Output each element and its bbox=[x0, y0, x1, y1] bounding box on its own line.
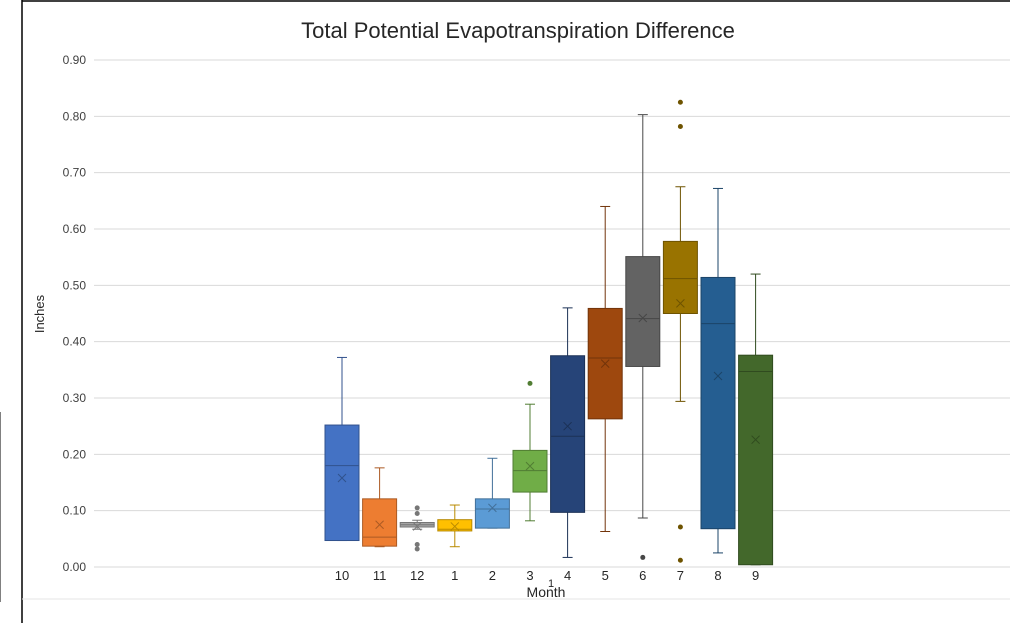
x-tick-label: 6 bbox=[639, 568, 646, 583]
mean-marker bbox=[713, 371, 723, 381]
mean-marker bbox=[525, 461, 535, 471]
y-tick-label: 0.80 bbox=[63, 109, 87, 123]
x-tick-label: 3 bbox=[526, 568, 533, 583]
y-tick-label: 0.20 bbox=[63, 447, 87, 461]
x-tick-label: 8 bbox=[714, 568, 721, 583]
box-month-12 bbox=[399, 505, 435, 552]
mean-marker bbox=[450, 522, 460, 531]
iqr-box bbox=[437, 519, 473, 532]
box-month-4 bbox=[550, 307, 586, 558]
y-tick-label: 0.30 bbox=[63, 391, 87, 405]
box-month-9 bbox=[738, 273, 774, 566]
y-tick-label: 0.10 bbox=[63, 504, 87, 518]
outlier-point bbox=[414, 546, 420, 552]
x-tick-label: 1 bbox=[451, 568, 458, 583]
outlier-point bbox=[414, 541, 420, 547]
iqr-box bbox=[662, 240, 698, 314]
y-tick-label: 0.60 bbox=[63, 222, 87, 236]
y-axis-ticks: 0.00 0.10 0.20 0.30 0.40 0.50 0.60 0.70 0.80 0.90 bbox=[63, 53, 87, 574]
outlier-point bbox=[677, 123, 683, 129]
mean-marker bbox=[412, 522, 422, 531]
box-month-8 bbox=[700, 187, 736, 554]
iqr-box bbox=[625, 256, 661, 367]
x-tick-label: 5 bbox=[602, 568, 609, 583]
x-axis-ticks: 10 11 12 1 2 3 4 5 6 7 8 9 bbox=[335, 568, 759, 583]
y-tick-label: 0.50 bbox=[63, 278, 87, 292]
boxes bbox=[324, 99, 774, 566]
box-month-3 bbox=[512, 380, 548, 522]
x-axis-label: Month bbox=[527, 584, 566, 600]
mean-marker bbox=[638, 313, 648, 323]
x-tick-label: 11 bbox=[373, 568, 387, 583]
box-month-10 bbox=[324, 356, 360, 542]
outlier-point bbox=[677, 524, 683, 530]
box-month-7 bbox=[662, 99, 698, 563]
x-tick-label: 10 bbox=[335, 568, 349, 583]
y-tick-label: 0.90 bbox=[63, 53, 87, 67]
x-center-label: 1 bbox=[548, 578, 554, 590]
mean-marker bbox=[375, 520, 384, 530]
outlier-point bbox=[640, 554, 646, 560]
box-month-5 bbox=[587, 205, 623, 533]
mean-marker bbox=[600, 359, 610, 368]
mean-marker bbox=[488, 503, 497, 513]
iqr-box bbox=[738, 354, 774, 566]
y-tick-label: 0.70 bbox=[63, 166, 87, 180]
iqr-box bbox=[474, 498, 510, 529]
iqr-box bbox=[362, 498, 398, 547]
iqr-box bbox=[512, 449, 548, 493]
box-month-2 bbox=[474, 457, 510, 529]
y-axis-label: Inches bbox=[32, 294, 47, 333]
outlier-point bbox=[677, 557, 683, 563]
chart-title: Total Potential Evapotranspiration Diffe… bbox=[301, 18, 735, 43]
iqr-box bbox=[324, 424, 360, 542]
outlier-point bbox=[414, 510, 420, 516]
mean-marker bbox=[337, 473, 347, 483]
box-month-11 bbox=[362, 467, 398, 548]
x-tick-label: 2 bbox=[489, 568, 496, 583]
mean-marker bbox=[676, 299, 685, 308]
outlier-point bbox=[527, 380, 533, 386]
iqr-box bbox=[550, 355, 586, 513]
box-month-1 bbox=[437, 504, 473, 548]
outlier-point bbox=[677, 99, 683, 105]
x-tick-label: 12 bbox=[410, 568, 424, 583]
iqr-box bbox=[700, 276, 736, 530]
mean-marker bbox=[563, 421, 572, 431]
mean-marker bbox=[751, 435, 760, 445]
y-tick-label: 0.00 bbox=[63, 560, 87, 574]
outlier-point bbox=[414, 505, 420, 511]
box-month-6 bbox=[625, 114, 661, 560]
y-tick-label: 0.40 bbox=[63, 335, 87, 349]
x-tick-label: 7 bbox=[677, 568, 684, 583]
x-tick-label: 9 bbox=[752, 568, 759, 583]
x-tick-label: 4 bbox=[564, 568, 571, 583]
